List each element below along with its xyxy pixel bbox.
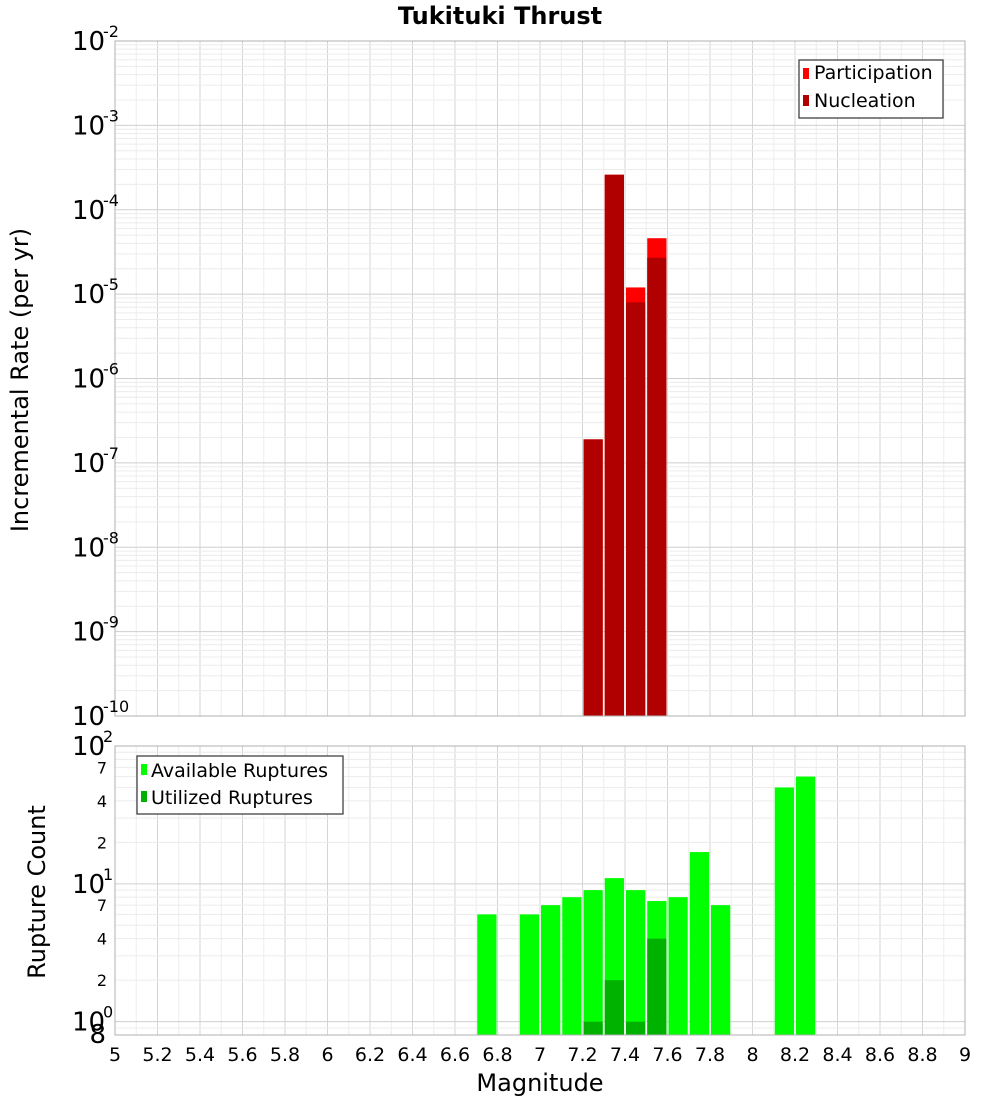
x-tick-label: 5.8 xyxy=(270,1044,300,1066)
bottom-y-minor-tick-label: 7 xyxy=(97,758,107,777)
x-tick-label: 8.8 xyxy=(907,1044,937,1066)
x-tick-label: 8.6 xyxy=(865,1044,895,1066)
utilized-ruptures-legend-label: Utilized Ruptures xyxy=(151,787,313,809)
top-y-tick-labels: 10-210-310-410-510-610-710-810-910-10 xyxy=(72,22,129,732)
x-axis-label: Magnitude xyxy=(476,1069,603,1097)
top-panel: 10-210-310-410-510-610-710-810-910-10 In… xyxy=(6,22,966,732)
top-y-axis-label: Incremental Rate (per yr) xyxy=(6,228,34,532)
utilized-ruptures-bar xyxy=(647,938,667,1035)
x-tick-label: 8.4 xyxy=(822,1044,852,1066)
x-tick-label: 7.8 xyxy=(695,1044,725,1066)
bottom-legend-box xyxy=(136,755,344,815)
top-y-tick-exponent: -10 xyxy=(103,697,129,716)
top-y-tick-base: 10 xyxy=(72,111,105,141)
top-y-tick-exponent: -4 xyxy=(103,191,119,210)
x-tick-label: 9 xyxy=(959,1044,971,1066)
available-ruptures-bar xyxy=(774,787,794,1035)
top-legend-box xyxy=(798,59,944,119)
nucleation-legend-swatch xyxy=(803,95,809,106)
top-y-tick-base: 10 xyxy=(72,702,105,732)
top-legend: Participation Nucleation xyxy=(798,59,944,119)
x-tick-label: 8 xyxy=(746,1044,758,1066)
x-tick-label: 6.2 xyxy=(355,1044,385,1066)
x-tick-label: 6 xyxy=(321,1044,333,1066)
top-y-tick-base: 10 xyxy=(72,196,105,226)
available-ruptures-bar xyxy=(626,890,646,1035)
x-tick-label: 7.2 xyxy=(567,1044,597,1066)
bottom-bars xyxy=(477,776,816,1035)
available-ruptures-bar xyxy=(541,905,561,1035)
utilized-ruptures-bar xyxy=(626,1021,646,1035)
nucleation-legend-label: Nucleation xyxy=(814,90,916,112)
available-ruptures-bar xyxy=(711,905,731,1035)
available-ruptures-bar xyxy=(796,776,816,1035)
top-y-tick-exponent: -6 xyxy=(103,360,119,379)
x-tick-label: 5.2 xyxy=(142,1044,172,1066)
x-tick-label: 5.4 xyxy=(185,1044,215,1066)
available-ruptures-bar xyxy=(689,852,709,1035)
utilized-ruptures-legend-swatch xyxy=(141,791,147,802)
available-ruptures-bar xyxy=(668,897,688,1035)
bottom-y-tick-exponent: 1 xyxy=(103,865,113,884)
bottom-y-minor-tick-label: 2 xyxy=(97,833,107,852)
top-y-tick-exponent: -8 xyxy=(103,528,119,547)
top-y-tick-exponent: -9 xyxy=(103,613,119,632)
x-tick-label: 7.4 xyxy=(610,1044,640,1066)
top-plot-frame xyxy=(114,40,966,717)
chart-title: Tukituki Thrust xyxy=(398,2,602,30)
available-ruptures-bar xyxy=(519,914,539,1035)
top-y-tick-exponent: -2 xyxy=(103,22,119,41)
bottom-y-minor-tick-label: 8 xyxy=(89,1020,106,1050)
x-tick-label: 7.6 xyxy=(652,1044,682,1066)
nucleation-bar xyxy=(604,174,624,716)
available-ruptures-bar xyxy=(562,897,582,1035)
bottom-y-minor-tick-label: 2 xyxy=(97,971,107,990)
x-tick-label: 7 xyxy=(534,1044,546,1066)
bottom-y-minor-tick-label: 4 xyxy=(97,930,107,949)
top-y-tick-base: 10 xyxy=(72,365,105,395)
utilized-ruptures-bar xyxy=(583,1021,603,1035)
bottom-y-tick-exponent: 0 xyxy=(103,1003,113,1022)
x-tick-label: 6.4 xyxy=(397,1044,427,1066)
x-tick-label: 8.2 xyxy=(780,1044,810,1066)
x-tick-labels: 5 5.2 5.4 5.6 5.8 6 6.2 6.4 6.6 6.8 7 7.2 7.4 7.6 7.8 8… xyxy=(109,1044,971,1066)
nucleation-bar xyxy=(626,302,646,716)
bottom-y-tick-base: 10 xyxy=(72,732,105,762)
available-ruptures-legend-swatch xyxy=(141,764,147,775)
bottom-legend: Available Ruptures Utilized Ruptures xyxy=(136,755,344,815)
bottom-y-tick-base: 10 xyxy=(72,1008,105,1038)
top-y-tick-base: 10 xyxy=(72,618,105,648)
nucleation-bar xyxy=(583,439,603,716)
top-y-tick-base: 10 xyxy=(72,27,105,57)
participation-legend-swatch xyxy=(803,68,809,79)
top-y-tick-exponent: -5 xyxy=(103,275,119,294)
available-ruptures-bar xyxy=(583,890,603,1035)
top-grid xyxy=(114,41,966,717)
top-y-tick-base: 10 xyxy=(72,280,105,310)
x-tick-label: 5 xyxy=(109,1044,121,1066)
participation-legend-label: Participation xyxy=(814,62,933,84)
available-ruptures-bar xyxy=(477,914,497,1035)
x-tick-label: 6.8 xyxy=(482,1044,512,1066)
top-y-tick-base: 10 xyxy=(72,533,105,563)
bottom-y-axis-label: Rupture Count xyxy=(23,805,51,979)
x-tick-label: 5.6 xyxy=(227,1044,257,1066)
top-y-tick-base: 10 xyxy=(72,449,105,479)
bottom-y-minor-tick-label: 4 xyxy=(97,792,107,811)
utilized-ruptures-bar xyxy=(604,980,624,1035)
available-ruptures-legend-label: Available Ruptures xyxy=(151,760,328,782)
top-y-tick-exponent: -7 xyxy=(103,444,119,463)
bottom-y-tick-base: 10 xyxy=(72,870,105,900)
x-tick-label: 6.6 xyxy=(440,1044,470,1066)
bottom-y-minor-tick-label: 7 xyxy=(97,896,107,915)
top-y-tick-exponent: -3 xyxy=(103,106,119,125)
nucleation-bar xyxy=(647,257,667,716)
bottom-plot-frame xyxy=(114,745,966,1036)
top-bars xyxy=(583,174,667,716)
bottom-y-tick-exponent: 2 xyxy=(103,727,113,746)
